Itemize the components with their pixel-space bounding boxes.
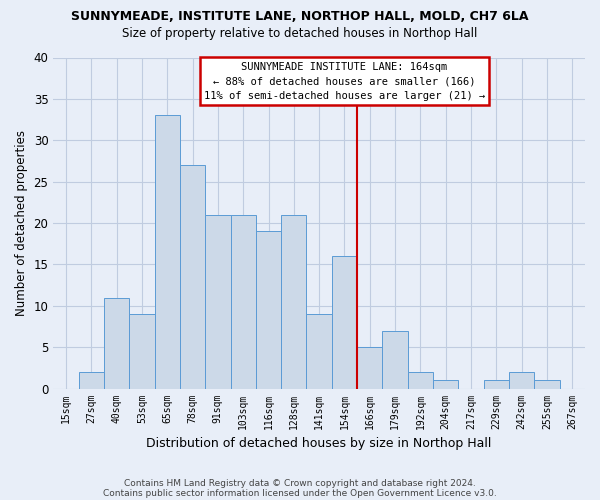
Bar xyxy=(509,372,535,388)
Bar xyxy=(382,330,408,388)
Bar xyxy=(484,380,509,388)
Text: SUNNYMEADE, INSTITUTE LANE, NORTHOP HALL, MOLD, CH7 6LA: SUNNYMEADE, INSTITUTE LANE, NORTHOP HALL… xyxy=(71,10,529,23)
Bar xyxy=(332,256,357,388)
Bar xyxy=(357,347,382,389)
Text: Contains HM Land Registry data © Crown copyright and database right 2024.: Contains HM Land Registry data © Crown c… xyxy=(124,478,476,488)
Bar xyxy=(433,380,458,388)
Bar xyxy=(180,165,205,388)
Bar xyxy=(230,215,256,388)
Text: Contains public sector information licensed under the Open Government Licence v3: Contains public sector information licen… xyxy=(103,488,497,498)
X-axis label: Distribution of detached houses by size in Northop Hall: Distribution of detached houses by size … xyxy=(146,437,492,450)
Bar xyxy=(307,314,332,388)
Bar xyxy=(408,372,433,388)
Text: SUNNYMEADE INSTITUTE LANE: 164sqm
← 88% of detached houses are smaller (166)
11%: SUNNYMEADE INSTITUTE LANE: 164sqm ← 88% … xyxy=(204,62,485,101)
Bar xyxy=(104,298,129,388)
Bar xyxy=(129,314,155,388)
Text: Size of property relative to detached houses in Northop Hall: Size of property relative to detached ho… xyxy=(122,28,478,40)
Bar xyxy=(281,215,307,388)
Y-axis label: Number of detached properties: Number of detached properties xyxy=(15,130,28,316)
Bar xyxy=(155,116,180,388)
Bar xyxy=(79,372,104,388)
Bar xyxy=(256,232,281,388)
Bar xyxy=(535,380,560,388)
Bar xyxy=(205,215,230,388)
